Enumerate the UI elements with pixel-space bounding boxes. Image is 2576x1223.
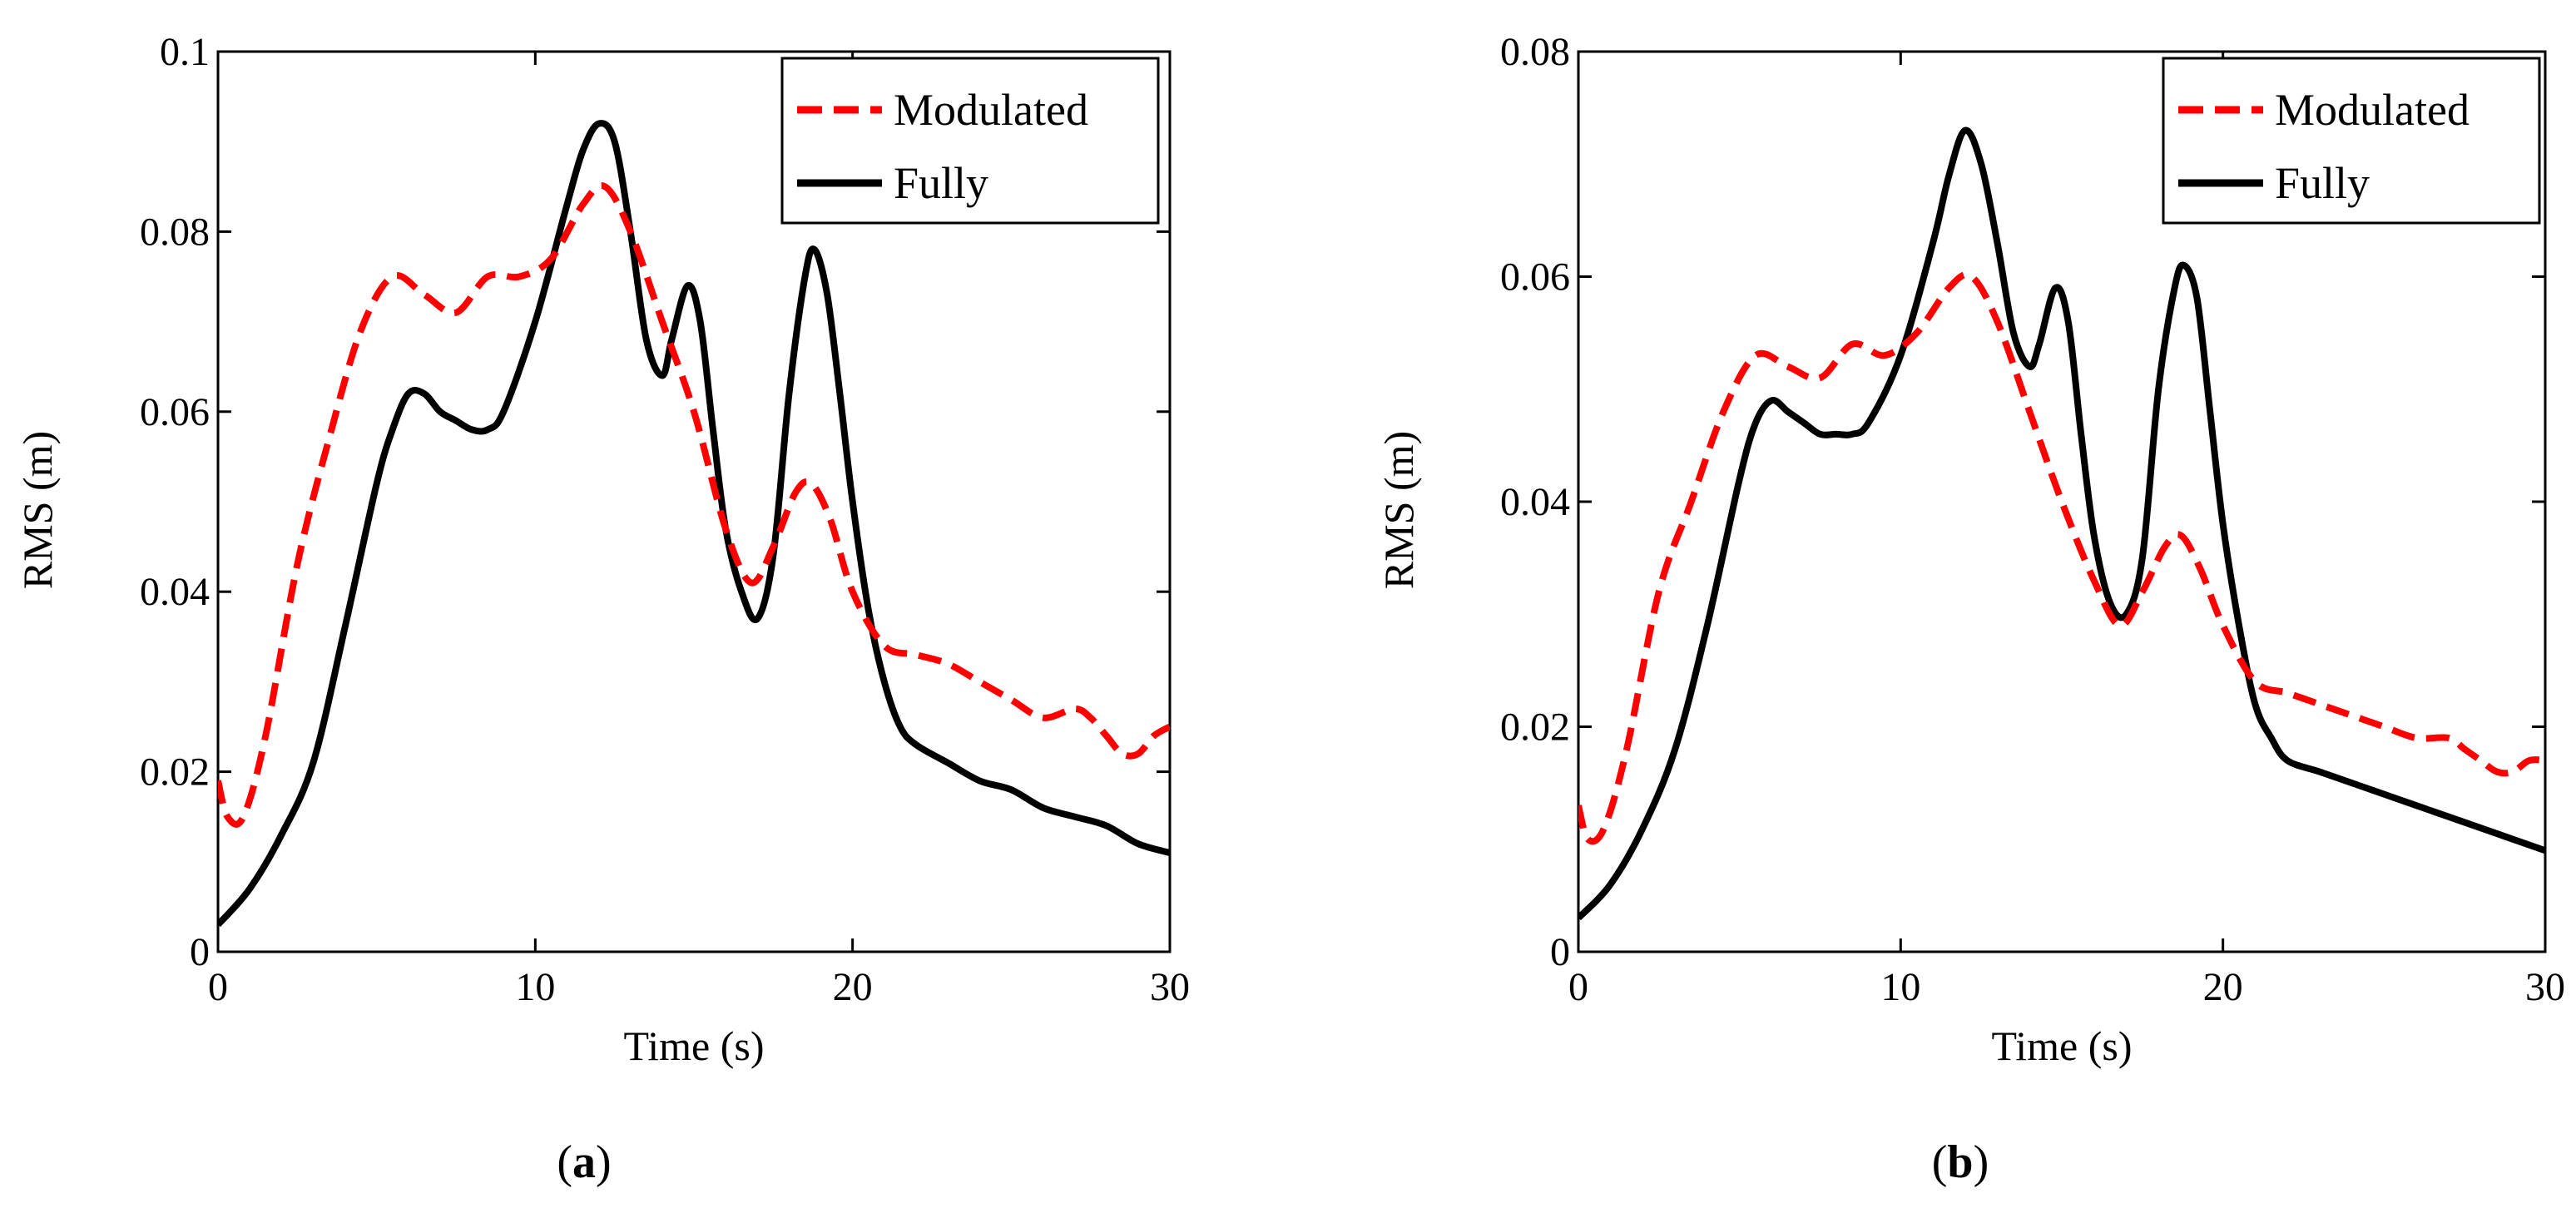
panel-a: 0 10 20 30 0 0.02 0.04 0.06 0.08 0.1 Time (s) RMS (… (14, 30, 1190, 1188)
panel-a-label: a (572, 1136, 596, 1188)
panel-a-y-tick-label: 0.02 (140, 750, 210, 795)
panel-a-y-tick-label: 0.06 (140, 390, 210, 434)
panel-a-caption: (a) (557, 1136, 611, 1188)
panel-b-y-tick-label: 0.06 (1500, 255, 1570, 300)
panel-a-series-fully-line (218, 120, 1170, 928)
panel-b-label: b (1947, 1136, 1973, 1188)
panel-a-y-tick-label: 0.08 (140, 210, 210, 254)
panel-b-series-fully-line (1578, 126, 2545, 921)
panel-a-x-tick-label: 0 (208, 965, 228, 1009)
panel-b-y-tick-label: 0.02 (1500, 706, 1570, 750)
panel-b-caption: (b) (1932, 1136, 1989, 1188)
panel-b-x-axis-label: Time (s) (1991, 1022, 2132, 1069)
panel-a-y-axis-label: RMS (m) (14, 431, 61, 589)
panel-a-legend: Modulated Fully (780, 57, 1160, 225)
panel-a-series-modulated-line (218, 182, 1170, 828)
panel-a-y-tick-label: 0 (190, 930, 210, 974)
panel-b-x-tick-label: 10 (1880, 965, 1920, 1009)
panel-b: 0 10 20 30 0 0.02 0.04 0.06 0.08 Time (s) RMS (m) M… (1375, 30, 2565, 1188)
panel-a-x-tick-label: 20 (833, 965, 873, 1009)
panel-b-legend-label-modulated: Modulated (2275, 85, 2469, 135)
panel-b-x-tick-label: 30 (2525, 965, 2565, 1009)
panel-b-legend: Modulated Fully (2162, 57, 2541, 225)
panel-b-x-tick-label: 20 (2203, 965, 2243, 1009)
panel-b-y-tick-label: 0.04 (1500, 480, 1570, 524)
panel-a-legend-label-fully: Fully (894, 158, 988, 208)
plot-b: 0 10 20 30 0 0.02 0.04 0.06 0.08 Time (s) RMS (m) M… (1375, 30, 2565, 1069)
panel-b-y-axis-label: RMS (m) (1375, 431, 1422, 589)
panel-a-x-tick-label: 30 (1150, 965, 1190, 1009)
panel-a-x-tick-label: 10 (515, 965, 555, 1009)
panel-b-legend-box (2162, 57, 2541, 225)
panel-b-y-tick-label: 0.08 (1500, 30, 1570, 74)
panel-a-legend-box (780, 57, 1160, 225)
panel-a-plot-frame (216, 50, 1172, 953)
panel-a-x-axis-label: Time (s) (623, 1022, 764, 1069)
panel-a-legend-label-modulated: Modulated (894, 85, 1088, 135)
panel-b-series-modulated-line (1578, 271, 2545, 845)
panel-a-y-tick-label: 0.04 (140, 570, 210, 614)
plot-a: 0 10 20 30 0 0.02 0.04 0.06 0.08 0.1 Time (s) RMS (… (14, 30, 1190, 1069)
panel-a-y-tick-label: 0.1 (160, 30, 210, 74)
panel-b-legend-label-fully: Fully (2275, 158, 2370, 208)
panel-b-x-tick-label: 0 (1568, 965, 1588, 1009)
panel-b-y-tick-label: 0 (1550, 930, 1570, 974)
